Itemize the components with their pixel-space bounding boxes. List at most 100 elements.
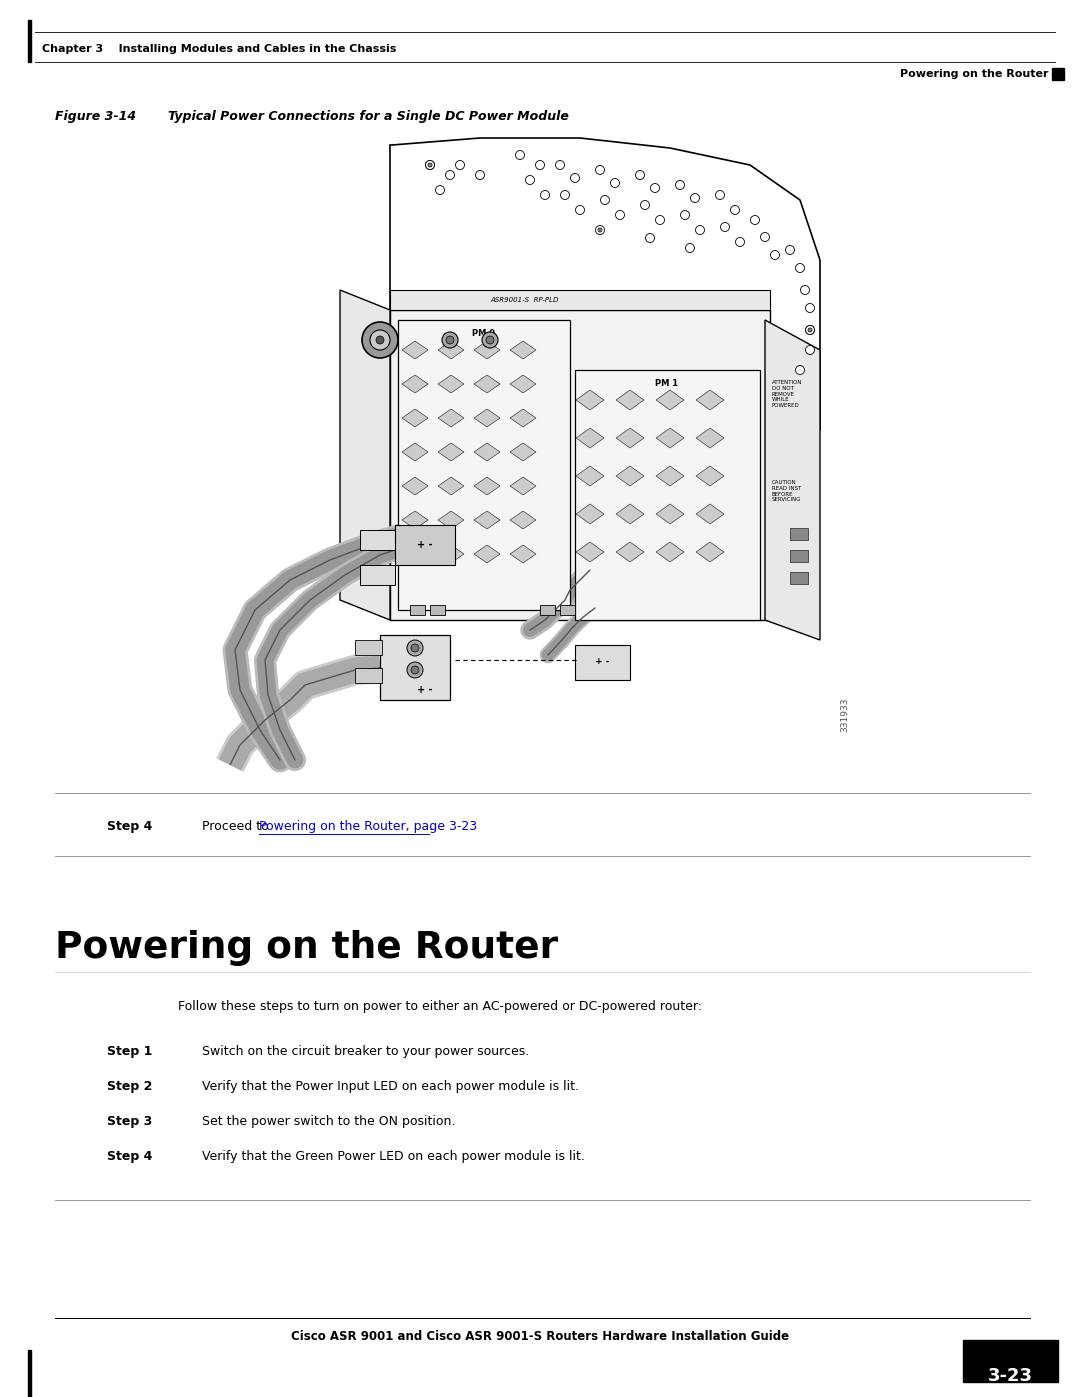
Polygon shape	[402, 443, 428, 461]
Bar	[789, 571, 808, 584]
Text: Typical Power Connections for a Single DC Power Module: Typical Power Connections for a Single D…	[168, 110, 569, 123]
Circle shape	[526, 176, 535, 184]
Polygon shape	[616, 467, 644, 486]
Circle shape	[370, 330, 390, 351]
Polygon shape	[696, 390, 724, 409]
Polygon shape	[575, 645, 630, 680]
Circle shape	[760, 232, 769, 242]
Circle shape	[426, 161, 434, 169]
Polygon shape	[656, 542, 684, 562]
Circle shape	[482, 332, 498, 348]
Text: Powering on the Router: Powering on the Router	[55, 930, 558, 965]
Text: PM 0: PM 0	[473, 328, 496, 338]
Polygon shape	[576, 390, 604, 409]
Polygon shape	[510, 443, 536, 461]
Text: Verify that the Power Input LED on each power module is lit.: Verify that the Power Input LED on each …	[202, 1080, 579, 1092]
Circle shape	[456, 161, 464, 169]
Circle shape	[475, 170, 485, 179]
Polygon shape	[355, 668, 382, 683]
Polygon shape	[616, 390, 644, 409]
Circle shape	[796, 366, 805, 374]
Polygon shape	[402, 374, 428, 393]
Bar	[1052, 68, 1064, 80]
Polygon shape	[510, 545, 536, 563]
Polygon shape	[340, 291, 390, 620]
Circle shape	[796, 264, 805, 272]
Circle shape	[600, 196, 609, 204]
Polygon shape	[474, 511, 500, 529]
Bar	[963, 1340, 1058, 1382]
Polygon shape	[402, 476, 428, 495]
Text: Cisco ASR 9001 and Cisco ASR 9001-S Routers Hardware Installation Guide: Cisco ASR 9001 and Cisco ASR 9001-S Rout…	[291, 1330, 789, 1343]
Polygon shape	[696, 427, 724, 448]
Circle shape	[808, 328, 812, 332]
Text: Set the power switch to the ON position.: Set the power switch to the ON position.	[202, 1115, 456, 1127]
Circle shape	[515, 151, 525, 159]
Polygon shape	[575, 370, 760, 620]
Circle shape	[806, 326, 814, 334]
Polygon shape	[656, 504, 684, 524]
Polygon shape	[438, 374, 464, 393]
Polygon shape	[616, 542, 644, 562]
Polygon shape	[510, 341, 536, 359]
Polygon shape	[510, 409, 536, 427]
Circle shape	[616, 211, 624, 219]
Bar	[410, 605, 426, 615]
Bar	[540, 605, 555, 615]
Polygon shape	[474, 409, 500, 427]
Circle shape	[806, 345, 814, 355]
Text: .: .	[429, 820, 433, 833]
Polygon shape	[390, 291, 770, 310]
Bar	[561, 605, 575, 615]
Circle shape	[735, 237, 744, 246]
Text: + -: + -	[595, 658, 609, 666]
Circle shape	[576, 205, 584, 215]
Circle shape	[407, 640, 423, 657]
Circle shape	[598, 228, 602, 232]
Circle shape	[540, 190, 550, 200]
Circle shape	[806, 326, 814, 334]
Bar	[789, 528, 808, 541]
Polygon shape	[696, 504, 724, 524]
Polygon shape	[402, 341, 428, 359]
Circle shape	[442, 332, 458, 348]
Polygon shape	[402, 545, 428, 563]
Text: Figure 3-14: Figure 3-14	[55, 110, 136, 123]
Text: Switch on the circuit breaker to your power sources.: Switch on the circuit breaker to your po…	[202, 1045, 529, 1058]
Polygon shape	[656, 467, 684, 486]
Text: ATTENTION
DO NOT
REMOVE
WHILE
POWERED: ATTENTION DO NOT REMOVE WHILE POWERED	[772, 380, 802, 408]
Polygon shape	[696, 467, 724, 486]
Circle shape	[362, 321, 399, 358]
Circle shape	[680, 211, 689, 219]
Text: Verify that the Green Power LED on each power module is lit.: Verify that the Green Power LED on each …	[202, 1150, 585, 1162]
Polygon shape	[576, 542, 604, 562]
Circle shape	[536, 161, 544, 169]
Circle shape	[570, 173, 580, 183]
Circle shape	[610, 179, 620, 187]
Polygon shape	[380, 636, 450, 700]
Circle shape	[656, 215, 664, 225]
Polygon shape	[360, 529, 395, 550]
Polygon shape	[395, 525, 455, 564]
Polygon shape	[616, 504, 644, 524]
Polygon shape	[576, 467, 604, 486]
Circle shape	[446, 337, 454, 344]
Circle shape	[720, 222, 729, 232]
Polygon shape	[474, 443, 500, 461]
Circle shape	[675, 180, 685, 190]
Text: + -: + -	[417, 541, 433, 550]
Circle shape	[426, 161, 434, 169]
Polygon shape	[474, 341, 500, 359]
Polygon shape	[696, 542, 724, 562]
Circle shape	[650, 183, 660, 193]
Polygon shape	[438, 443, 464, 461]
Polygon shape	[438, 409, 464, 427]
Polygon shape	[390, 310, 770, 620]
Circle shape	[751, 215, 759, 225]
Circle shape	[407, 662, 423, 678]
Circle shape	[411, 644, 419, 652]
Circle shape	[640, 201, 649, 210]
Circle shape	[730, 205, 740, 215]
Circle shape	[376, 337, 384, 344]
Text: Step 4: Step 4	[107, 1150, 152, 1162]
